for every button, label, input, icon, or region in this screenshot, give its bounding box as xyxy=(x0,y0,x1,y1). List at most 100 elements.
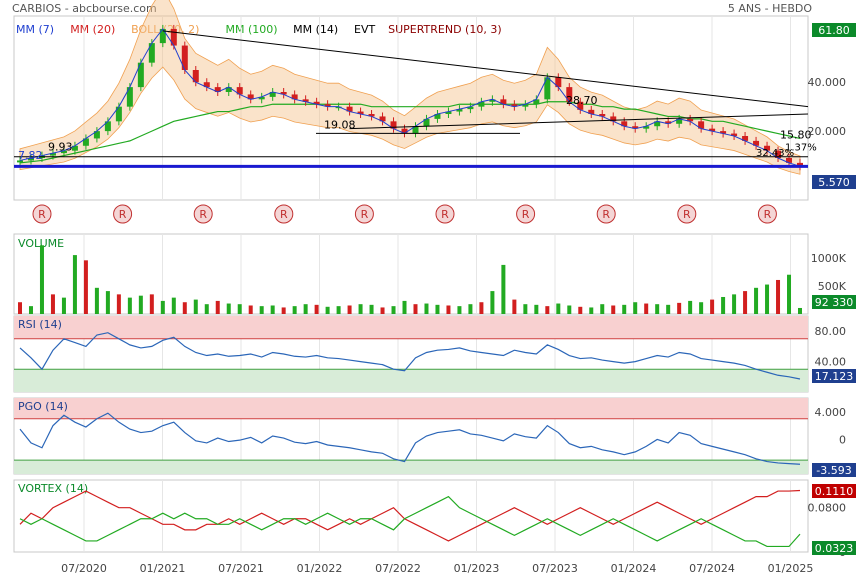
volume-bar xyxy=(127,297,132,314)
candle-body xyxy=(489,99,496,102)
volume-bar xyxy=(116,294,121,314)
candle-body xyxy=(676,118,683,124)
x-tick-label: 07/2024 xyxy=(689,562,735,575)
candle-body xyxy=(742,136,749,141)
vortex-line-0 xyxy=(19,489,801,542)
candle-body xyxy=(786,158,793,163)
candle-body xyxy=(346,106,353,112)
volume-panel-frame xyxy=(13,233,809,315)
volume-bar xyxy=(677,302,682,314)
candle-body xyxy=(203,82,210,88)
candle-body xyxy=(797,162,803,167)
volume-bar xyxy=(622,304,627,314)
candle-body xyxy=(291,94,298,100)
candle-body xyxy=(302,99,309,102)
vortex-panel-frame xyxy=(13,479,809,553)
candle-body xyxy=(60,150,67,154)
signal-r-icon xyxy=(32,204,52,224)
volume-bar xyxy=(589,307,594,314)
candle-body xyxy=(324,104,331,107)
volume-bar xyxy=(336,306,341,314)
volume-bar xyxy=(699,302,704,314)
candle-body xyxy=(192,70,199,83)
candle-body xyxy=(214,87,221,92)
candle-body xyxy=(269,92,276,97)
candle-body xyxy=(577,101,584,110)
volume-bar xyxy=(578,306,583,314)
candle-body xyxy=(390,121,397,129)
trendline-lower xyxy=(349,113,809,130)
volume-bar xyxy=(83,260,88,314)
volume-bar xyxy=(28,306,33,314)
candle-body xyxy=(544,77,551,100)
volume-bar xyxy=(501,264,506,314)
signal-r-label: R xyxy=(119,208,127,221)
legend-item-6: SUPERTREND (10, 3) xyxy=(388,23,502,36)
volume-bar xyxy=(18,302,22,314)
candle-body xyxy=(423,118,430,127)
rsi-oversold-zone xyxy=(14,369,808,392)
signal-r-label: R xyxy=(199,208,207,221)
volume-bar xyxy=(61,297,66,314)
x-tick-label: 01/2025 xyxy=(768,562,814,575)
price-max-badge-bg xyxy=(812,23,856,37)
annotation-start: 7.82 xyxy=(18,149,43,162)
legend-item-4: MM (14) xyxy=(293,23,338,36)
candle-body xyxy=(599,114,606,117)
vortex-plus-badge: 0.1110 xyxy=(815,485,854,498)
volume-bar xyxy=(457,306,462,314)
volume-bar xyxy=(380,307,385,314)
volume-bar xyxy=(270,305,275,314)
volume-bar xyxy=(358,304,363,314)
volume-bar xyxy=(171,297,176,314)
pgo-overbought-zone xyxy=(14,398,808,419)
candle-body xyxy=(434,114,441,119)
volume-bar xyxy=(402,300,407,314)
x-tick-label: 01/2021 xyxy=(140,562,186,575)
pgo-line xyxy=(19,412,801,465)
candle-body xyxy=(49,153,56,156)
vortex-minus-badge: 0.0323 xyxy=(815,542,854,555)
candle-body xyxy=(93,131,100,139)
pgo-oversold-zone xyxy=(14,460,808,474)
volume-bar xyxy=(281,307,286,314)
pgo-ytick-0: 0 xyxy=(839,433,846,446)
trendline-upper xyxy=(162,30,809,108)
volume-bar xyxy=(787,274,792,314)
pgo-last-badge-bg xyxy=(812,463,856,477)
candle-body xyxy=(632,126,639,129)
candle-body xyxy=(665,121,672,124)
mm100-line xyxy=(19,101,801,164)
volume-bar xyxy=(182,302,187,314)
candle-body xyxy=(478,101,485,107)
signal-r-icon xyxy=(113,204,133,224)
candle-body xyxy=(17,160,23,163)
signal-r-icon xyxy=(274,204,294,224)
candle-body xyxy=(775,150,782,158)
volume-bar xyxy=(226,303,231,314)
pgo-title: PGO (14) xyxy=(18,400,68,413)
volume-bar xyxy=(490,291,495,314)
candle-body xyxy=(82,138,89,146)
price-last-badge-bg xyxy=(812,175,856,189)
candle-body xyxy=(467,106,474,110)
candle-body xyxy=(148,43,155,63)
price-ytick-40: 40.000 xyxy=(808,76,847,89)
volume-bar xyxy=(732,294,737,314)
signal-r-label: R xyxy=(361,208,369,221)
signal-r-label: R xyxy=(441,208,449,221)
candle-body xyxy=(533,99,540,105)
volume-bar xyxy=(369,304,374,314)
legend-item-0: MM (7) xyxy=(16,23,54,36)
volume-title: VOLUME xyxy=(18,237,64,250)
signal-r-icon xyxy=(596,204,616,224)
volume-bar xyxy=(50,294,55,314)
x-tick-label: 01/2023 xyxy=(454,562,500,575)
volume-bar xyxy=(237,304,242,314)
candle-body xyxy=(368,114,375,117)
candle-body xyxy=(27,158,34,161)
candle-body xyxy=(764,145,771,151)
volume-bar xyxy=(292,306,297,314)
